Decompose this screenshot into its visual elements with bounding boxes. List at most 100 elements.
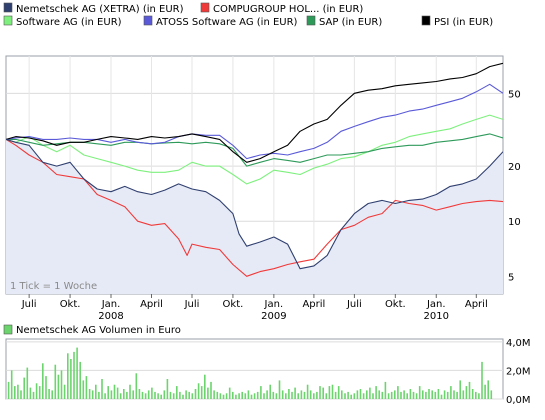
nemetschek-area-fill [6, 139, 503, 294]
volume-bar [176, 386, 178, 399]
volume-bar [281, 390, 284, 399]
x-axis: Juli Okt. Jan. April Juli Okt. Jan. April Juli Ok… [21, 294, 488, 322]
volume-bar [141, 391, 144, 399]
volume-bar [238, 393, 240, 399]
volume-bar [306, 384, 309, 399]
volume-bar [7, 381, 10, 399]
volume-bar [260, 386, 262, 399]
volume-tick-label: 2,0M [506, 366, 531, 377]
series-line-2 [6, 114, 503, 185]
volume-bar [366, 390, 368, 399]
volume-bar [250, 394, 253, 399]
volume-bar [337, 386, 340, 399]
volume-bar [272, 391, 275, 399]
legend-label: SAP (in EUR) [319, 17, 382, 28]
volume-bar [132, 390, 134, 399]
volume-bar [334, 391, 337, 399]
volume-bar [76, 347, 78, 399]
volume-bar [26, 367, 29, 399]
volume-bar [465, 386, 468, 399]
volume-bar [450, 386, 452, 399]
x-month-label: Jan. [264, 299, 284, 310]
volume-bar [434, 391, 437, 399]
volume-bar [210, 381, 212, 399]
volume-bar [179, 391, 181, 399]
volume-bar [297, 393, 299, 399]
volume-bar [331, 384, 334, 399]
volume-bar [431, 390, 433, 399]
series-line-1 [6, 138, 503, 277]
volume-bar [275, 393, 278, 399]
volume-bar [253, 393, 256, 399]
volume-bar [353, 393, 356, 399]
volume-bar [369, 387, 371, 399]
volume-bar [347, 391, 349, 399]
volume-bar [256, 391, 259, 399]
volume-bar [468, 381, 471, 399]
volume-bar [285, 393, 287, 399]
volume-bar [29, 387, 32, 399]
legend-swatch [421, 15, 431, 26]
volume-bar [123, 389, 125, 399]
legend-swatch [306, 15, 316, 26]
volume-bar [95, 384, 97, 399]
volume-bar [70, 359, 72, 399]
volume-bar [313, 393, 315, 399]
legend-label: Nemetschek AG Volumen in Euro [16, 325, 181, 336]
volume-bar [101, 379, 103, 399]
volume-bar [350, 394, 352, 399]
volume-bar [415, 393, 418, 399]
series-line-5 [6, 62, 503, 163]
volume-bar [23, 377, 25, 399]
volume-bar [191, 393, 194, 399]
volume-bar [263, 393, 265, 399]
volume-bar [241, 391, 243, 399]
x-month-label: Juli [21, 299, 37, 310]
x-year-label: 2008 [98, 311, 123, 322]
legend-swatch [3, 2, 13, 13]
volume-bar [154, 391, 156, 399]
volume-bar [35, 383, 38, 399]
volume-bar [110, 390, 113, 399]
x-month-label: April [465, 299, 488, 310]
volume-bar [319, 386, 321, 399]
volume-bar [446, 391, 449, 399]
x-month-label: Okt. [223, 299, 244, 310]
volume-bar [88, 389, 91, 399]
legend-label: Software AG (in EUR) [16, 17, 122, 28]
volume-bar [147, 390, 150, 399]
volume-bar [129, 384, 131, 399]
volume-legend: Nemetschek AG Volumen in Euro [3, 324, 181, 336]
main-legend: Nemetschek AG (XETRA) (in EUR) COMPUGROUP… [3, 2, 493, 28]
volume-bar [172, 393, 175, 399]
volume-bar [478, 393, 480, 399]
volume-bar [462, 390, 465, 399]
series-line-4 [6, 133, 503, 167]
y-axis-labels: 5 10 20 50 [508, 89, 521, 283]
volume-bar [104, 393, 106, 399]
volume-bar [222, 394, 225, 399]
volume-bar [225, 393, 228, 399]
volume-bar [300, 390, 303, 399]
volume-bar [471, 389, 474, 399]
volume-bar [344, 393, 346, 399]
volume-bar [216, 391, 219, 399]
volume-bar [232, 391, 234, 399]
volume-bar [443, 390, 446, 399]
volume-bar [372, 393, 374, 399]
volume-bar [204, 374, 206, 399]
volume-bar [437, 389, 440, 399]
volume-bar [17, 384, 19, 399]
volume-bar [403, 390, 405, 399]
volume-bar [291, 391, 293, 399]
volume-bar [303, 391, 306, 399]
volume-bar [91, 390, 94, 399]
volume-bar [378, 390, 380, 399]
volume-bar [406, 393, 408, 399]
volume-bar [200, 386, 203, 399]
x-year-label: 2009 [261, 311, 286, 322]
x-month-label: Okt. [60, 299, 81, 310]
volume-bar [38, 386, 41, 399]
volume-bar [387, 393, 390, 399]
volume-bar [160, 394, 162, 399]
